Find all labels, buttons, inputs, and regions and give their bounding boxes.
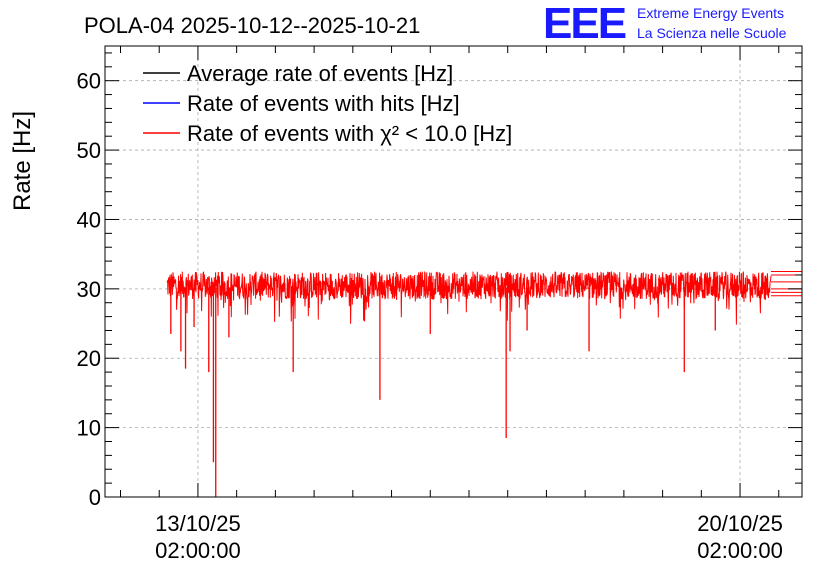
series-layer <box>166 270 802 497</box>
legend-label: Rate of events with χ² < 10.0 [Hz] <box>187 121 512 146</box>
plot-frame <box>104 45 803 498</box>
y-tick-label: 30 <box>77 277 101 302</box>
y-axis: 0 10 20 30 40 50 60 <box>77 52 802 510</box>
y-tick-label: 10 <box>77 416 101 441</box>
legend: Average rate of events [Hz] Rate of event… <box>143 61 512 146</box>
eee-logo: EEE Extreme Energy Events La Scienza nel… <box>543 0 787 48</box>
chart-title: POLA-04 2025-10-12--2025-10-21 <box>84 13 420 38</box>
legend-label: Average rate of events [Hz] <box>187 61 453 86</box>
x-tick-time: 02:00:00 <box>697 538 783 563</box>
y-axis-label: Rate [Hz] <box>9 111 36 211</box>
x-tick-date: 13/10/25 <box>155 511 241 536</box>
series-line-chi2 <box>166 270 772 325</box>
y-tick-label: 40 <box>77 207 101 232</box>
eee-logo-mark: EEE <box>543 0 626 48</box>
eee-logo-line2: La Scienza nelle Scuole <box>637 25 787 41</box>
y-tick-label: 50 <box>77 138 101 163</box>
y-tick-label: 20 <box>77 346 101 371</box>
y-tick-label: 60 <box>77 69 101 94</box>
eee-logo-line1: Extreme Energy Events <box>637 5 784 21</box>
legend-label: Rate of events with hits [Hz] <box>187 91 460 116</box>
y-tick-label: 0 <box>89 485 101 510</box>
x-tick-time: 02:00:00 <box>155 538 241 563</box>
x-tick-date: 20/10/25 <box>697 511 783 536</box>
